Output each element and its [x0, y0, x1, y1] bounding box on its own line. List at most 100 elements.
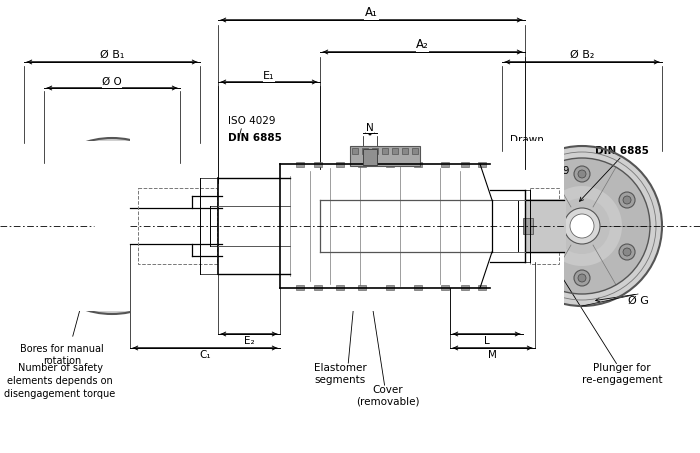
Circle shape	[623, 248, 631, 256]
Bar	[358, 285, 366, 290]
Circle shape	[578, 274, 586, 282]
Circle shape	[155, 250, 164, 257]
Circle shape	[619, 192, 635, 208]
Bar	[320, 200, 492, 252]
Circle shape	[72, 186, 152, 266]
Bar	[280, 164, 490, 288]
Text: F7: F7	[212, 193, 221, 202]
Circle shape	[94, 208, 130, 244]
Bar	[0, 141, 564, 311]
Polygon shape	[480, 164, 492, 200]
Bar	[490, 200, 525, 252]
Circle shape	[529, 244, 545, 260]
Bar	[192, 196, 222, 256]
Text: Elastomer
segments: Elastomer segments	[314, 363, 366, 385]
Circle shape	[554, 198, 610, 254]
Polygon shape	[480, 252, 492, 288]
Circle shape	[574, 166, 590, 182]
Text: ISO 4029: ISO 4029	[228, 116, 276, 126]
Bar	[523, 218, 533, 234]
Text: Bores for manual
rotation: Bores for manual rotation	[20, 344, 104, 366]
Bar	[372, 148, 378, 154]
Text: ISO 4029: ISO 4029	[522, 166, 570, 176]
Bar	[314, 162, 322, 167]
Text: L: L	[484, 336, 489, 346]
Circle shape	[66, 180, 158, 272]
Bar	[441, 285, 449, 290]
Bar	[414, 285, 422, 290]
Text: Ø O: Ø O	[102, 77, 122, 87]
Bar	[314, 285, 322, 290]
Text: Ø G: Ø G	[628, 296, 648, 306]
Circle shape	[57, 246, 72, 261]
Text: C₂: C₂	[416, 195, 428, 205]
Bar	[336, 162, 344, 167]
Text: Ø B₁: Ø B₁	[100, 50, 124, 60]
Bar	[392, 148, 398, 154]
Bar	[296, 285, 304, 290]
Text: Cover
(removable): Cover (removable)	[356, 385, 420, 407]
Text: Number of safety
elements depends on
disengagement torque: Number of safety elements depends on dis…	[4, 363, 116, 399]
Bar	[363, 149, 377, 165]
Circle shape	[100, 214, 124, 238]
Circle shape	[529, 192, 545, 208]
Circle shape	[86, 200, 138, 252]
Circle shape	[514, 158, 650, 294]
Bar	[358, 162, 366, 167]
Text: E₂: E₂	[244, 336, 254, 346]
Bar	[490, 190, 525, 262]
Circle shape	[570, 214, 594, 238]
Text: F7: F7	[521, 188, 531, 197]
Text: Ø B₂: Ø B₂	[570, 50, 594, 60]
Text: N: N	[366, 123, 374, 133]
Bar	[336, 285, 344, 290]
Text: Ø D₂: Ø D₂	[522, 216, 531, 236]
Text: DIN 6885: DIN 6885	[228, 133, 282, 143]
Text: Ø D₁: Ø D₁	[197, 216, 206, 236]
Circle shape	[623, 196, 631, 204]
Bar	[352, 148, 358, 154]
Circle shape	[155, 194, 164, 202]
Bar	[461, 285, 469, 290]
Bar	[386, 162, 394, 167]
Circle shape	[574, 270, 590, 286]
Text: Ø F: Ø F	[184, 217, 194, 235]
Bar	[218, 206, 290, 246]
Circle shape	[108, 167, 116, 175]
Circle shape	[44, 158, 180, 294]
Circle shape	[152, 246, 167, 261]
Text: C₃: C₃	[416, 251, 428, 261]
Bar	[478, 162, 486, 167]
Circle shape	[619, 244, 635, 260]
Text: Drawn
offset: Drawn offset	[510, 135, 544, 157]
Bar	[478, 285, 486, 290]
Text: A₁: A₁	[365, 6, 378, 19]
Bar	[386, 285, 394, 290]
Bar	[412, 148, 418, 154]
Bar	[402, 148, 408, 154]
Circle shape	[542, 186, 622, 266]
Text: C₁: C₁	[199, 350, 211, 360]
Bar	[130, 208, 222, 244]
Text: Ø P: Ø P	[536, 217, 546, 235]
Circle shape	[152, 191, 167, 207]
Circle shape	[533, 248, 541, 256]
Circle shape	[104, 163, 120, 179]
Bar	[362, 148, 368, 154]
Circle shape	[104, 273, 120, 289]
Bar	[382, 148, 388, 154]
Bar	[414, 162, 422, 167]
Circle shape	[84, 198, 140, 254]
Bar	[350, 146, 420, 166]
Circle shape	[564, 208, 600, 244]
Text: K: K	[327, 197, 333, 207]
Circle shape	[578, 170, 586, 178]
Circle shape	[502, 146, 662, 306]
Text: Plunger for
re-engagement: Plunger for re-engagement	[582, 363, 662, 385]
Bar	[530, 188, 559, 264]
Circle shape	[24, 138, 200, 314]
Circle shape	[533, 196, 541, 204]
Text: A₂: A₂	[416, 39, 429, 52]
Bar	[296, 162, 304, 167]
Circle shape	[108, 277, 116, 285]
